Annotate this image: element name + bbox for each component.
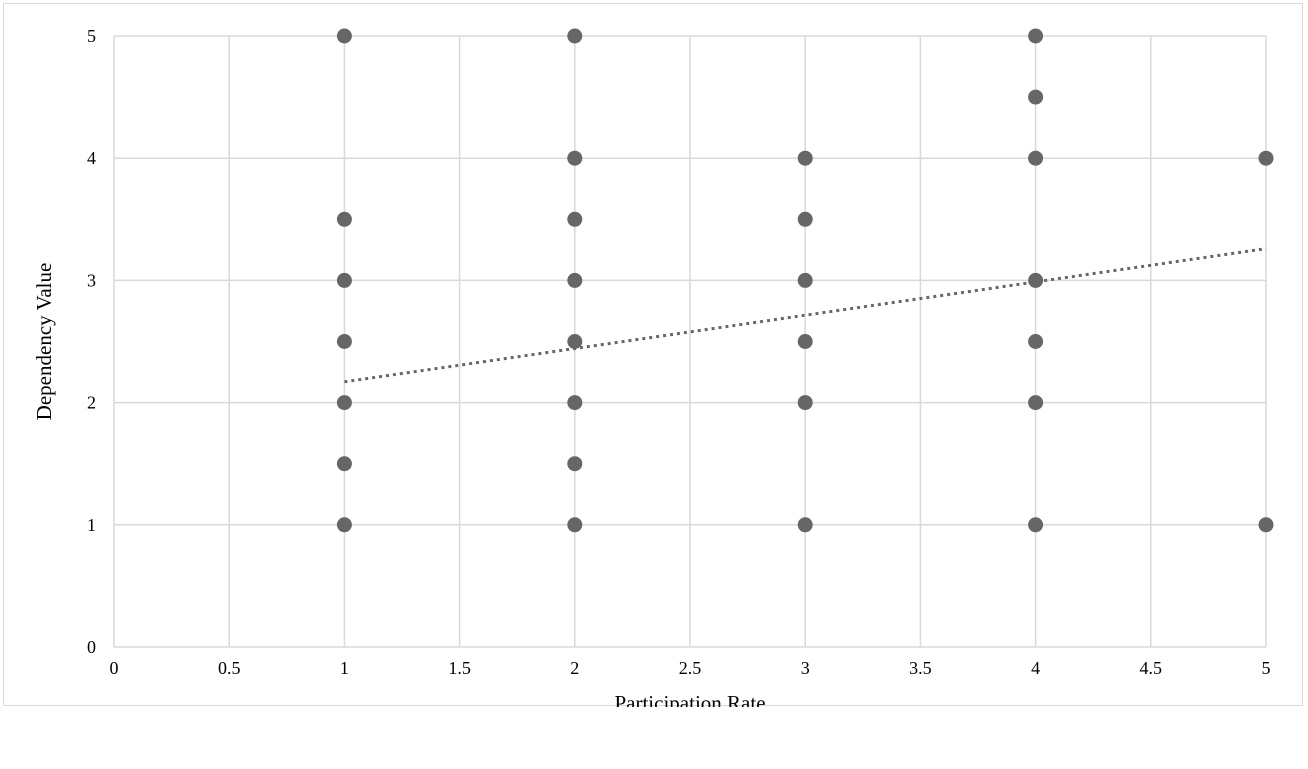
trendline [344,247,1267,384]
y-tick-label: 2 [87,393,96,413]
y-tick-label: 4 [87,148,96,168]
data-point [567,272,583,288]
data-point [1258,150,1274,166]
chart-frame: 0 0.5 1 1.5 2 2.5 3 3.5 4 4.5 5 0 1 2 3 4 5 Participati… [3,3,1303,707]
data-point [797,517,813,533]
data-point [336,272,352,288]
data-point [797,211,813,227]
data-points [336,28,1274,533]
data-point [1028,395,1044,411]
y-tick-labels: 0 1 2 3 4 5 [87,26,96,657]
data-point [1028,272,1044,288]
data-point [797,150,813,166]
x-tick-label: 0 [110,658,119,678]
data-point [1028,150,1044,166]
x-tick-label: 4 [1031,658,1040,678]
scatter-chart: 0 0.5 1 1.5 2 2.5 3 3.5 4 4.5 5 0 1 2 3 4 5 Participati… [32,26,1274,707]
x-tick-label: 0.5 [218,658,241,678]
data-point [567,211,583,227]
y-axis-title: Dependency Value [32,263,56,421]
data-point [567,28,583,44]
data-point [1028,89,1044,105]
x-tick-label: 4.5 [1140,658,1163,678]
data-point [336,28,352,44]
x-tick-labels: 0 0.5 1 1.5 2 2.5 3 3.5 4 4.5 5 [110,658,1271,678]
data-point [336,211,352,227]
grid-lines [113,35,1267,648]
data-point [336,456,352,472]
data-point [1028,334,1044,349]
x-tick-label: 1 [340,658,349,678]
data-point [797,334,813,349]
data-point [797,395,813,411]
x-tick-label: 5 [1262,658,1271,678]
x-tick-label: 3.5 [909,658,932,678]
y-tick-label: 5 [87,26,96,46]
data-point [1258,517,1274,533]
data-point [1028,517,1044,533]
data-point [797,272,813,288]
y-tick-label: 0 [87,637,96,657]
data-point [567,517,583,533]
data-point [1028,28,1044,44]
data-point [336,334,352,349]
x-tick-label: 1.5 [448,658,471,678]
data-point [336,395,352,411]
x-axis-title: Participation Rate [614,691,765,707]
x-tick-label: 3 [801,658,810,678]
trendline-layer [344,247,1267,384]
data-point [567,150,583,166]
data-point [567,456,583,472]
data-point [567,395,583,411]
x-tick-label: 2 [570,658,579,678]
data-point [567,334,583,349]
y-tick-label: 3 [87,270,96,290]
data-point [336,517,352,533]
y-tick-label: 1 [87,515,96,535]
x-tick-label: 2.5 [679,658,702,678]
